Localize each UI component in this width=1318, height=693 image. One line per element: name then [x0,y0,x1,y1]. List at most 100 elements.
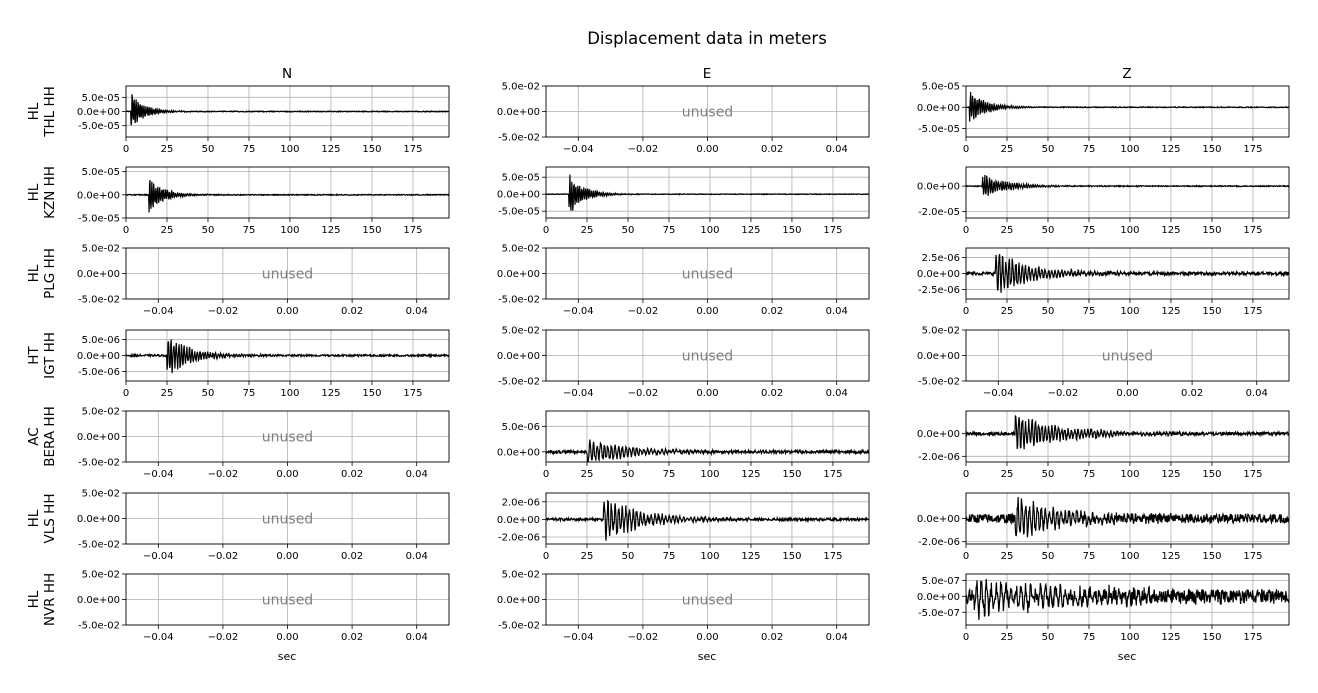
row-label-5: HL VLS HH [26,494,58,544]
x-tick-label: −0.02 [628,632,659,643]
series-line [545,174,870,211]
y-tick-label: -2.0e-05 [918,207,960,218]
x-tick-label: −0.02 [1048,388,1079,399]
x-tick-label: 75 [1083,225,1096,236]
x-tick-label: 100 [700,469,719,480]
series-line [965,175,1290,196]
y-tick-label: -5.0e-02 [78,295,120,306]
x-tick-label: 0 [543,469,549,480]
panel-r6-c1: unused −0.04 −0.02 0.00 0.02 0.04 -5.0e-02 0.0e… [497,570,870,643]
y-tick-label: 0.0e+00 [77,432,120,443]
x-tick-label: 0.02 [341,632,363,643]
x-tick-label: −0.04 [143,306,174,317]
unused-label: unused [682,267,733,283]
x-tick-label: 0.04 [826,632,848,643]
row-label-3: HT IGT HH [26,332,58,379]
column-title-n: N [282,66,292,82]
x-tick-label: 25 [1001,551,1014,562]
panel-r1-c2: 0 25 50 75 100 125 150 175 -2.0e-05 0.0e+00 [917,166,1290,236]
unused-label: unused [262,430,313,446]
x-tick-label: 150 [1202,144,1221,155]
panel-r6-c0: unused −0.04 −0.02 0.00 0.02 0.04 -5.0e-02 0.0e… [77,570,450,643]
y-tick-label: 0.0e+00 [77,514,120,525]
x-tick-label: 100 [1120,469,1139,480]
y-tick-label: 0.0e+00 [77,595,120,606]
x-tick-label: 100 [1120,632,1139,643]
series-line [965,91,1290,122]
x-tick-label: 0 [963,551,969,562]
x-tick-label: −0.04 [563,144,594,155]
x-tick-label: −0.02 [208,551,239,562]
panel-r3-c0: 0 25 50 75 100 125 150 175 -5.0e-06 0.0e+00 5.0e-0… [77,329,450,399]
x-tick-label: −0.04 [143,632,174,643]
x-tick-label: 0.02 [761,632,783,643]
x-tick-label: 0.00 [276,632,298,643]
row-label-line: KZN HH [42,166,58,219]
y-tick-label: -5.0e-02 [78,540,120,551]
unused-label: unused [262,512,313,528]
x-tick-label: 100 [280,144,299,155]
y-tick-label: -5.0e-06 [78,367,120,378]
x-tick-label: 150 [1202,551,1221,562]
x-tick-label: 25 [581,225,594,236]
y-tick-label: 5.0e-02 [922,326,960,337]
x-tick-label: 50 [1042,225,1055,236]
x-tick-label: 150 [782,225,801,236]
x-tick-label: 175 [1243,632,1262,643]
x-tick-label: 0.00 [696,632,718,643]
x-tick-label: 25 [161,388,174,399]
x-tick-label: 175 [823,225,842,236]
x-tick-label: 125 [741,469,760,480]
x-tick-label: 0.04 [406,306,428,317]
x-tick-label: 125 [321,144,340,155]
y-tick-label: 0.0e+00 [497,107,540,118]
x-tick-label: 100 [280,388,299,399]
axes-frame [545,166,870,219]
x-tick-label: 0.00 [696,144,718,155]
x-tick-label: 175 [823,469,842,480]
y-tick-label: 0.0e+00 [497,447,540,458]
panel-r4-c2: 0 25 50 75 100 125 150 175 -2.0e-06 0.0e+00 [917,410,1290,480]
series-line [965,578,1290,620]
x-tick-label: 125 [1161,551,1180,562]
row-label-line: BERA HH [42,406,58,466]
panel-r6-c2: 0 25 50 75 100 125 150 175 -5.0e-07 0.0e+00 5.0e-0… [917,573,1290,643]
series-line [125,94,449,126]
x-tick-label: 150 [782,469,801,480]
x-tick-label: 50 [1042,144,1055,155]
y-tick-label: 0.0e+00 [917,592,960,603]
x-tick-label: 100 [1120,225,1139,236]
x-tick-label: 0.00 [276,551,298,562]
x-tick-label: 0 [123,225,129,236]
y-tick-label: -2.0e-06 [498,532,540,543]
x-tick-label: 0 [123,144,129,155]
x-tick-label: 0.00 [1116,388,1138,399]
axes-frame [965,166,1290,219]
y-tick-label: 5.0e-02 [502,82,540,93]
x-tick-label: 0 [963,144,969,155]
y-tick-label: 5.0e-02 [82,489,120,500]
panel-r0-c1: unused −0.04 −0.02 0.00 0.02 0.04 -5.0e-02 0.0e… [497,82,870,155]
x-tick-label: 25 [1001,306,1014,317]
x-tick-label: −0.02 [208,306,239,317]
x-tick-label: 0.02 [341,469,363,480]
y-tick-label: 5.0e-06 [82,335,120,346]
series-line [965,254,1290,293]
panel-r1-c1: 0 25 50 75 100 125 150 175 -5.0e-05 0.0e+00 5.0e-0… [497,166,870,236]
x-tick-label: 0 [963,225,969,236]
y-tick-label: 2.5e-06 [922,253,960,264]
y-tick-label: -5.0e-02 [78,621,120,632]
y-tick-label: -5.0e-02 [918,377,960,388]
x-tick-label: −0.04 [563,306,594,317]
series-line [125,179,450,213]
y-tick-label: 0.0e+00 [77,107,120,118]
panel-r3-c1: unused −0.04 −0.02 0.00 0.02 0.04 -5.0e-02 0.0e… [497,326,870,399]
x-axis-label-e: sec [698,650,717,663]
y-tick-label: 0.0e+00 [77,190,120,201]
y-tick-label: -5.0e-02 [78,458,120,469]
series-line [545,439,870,463]
row-label-line: HL [26,183,42,201]
y-tick-label: 5.0e-05 [502,173,540,184]
row-label-line: AC [26,427,42,445]
